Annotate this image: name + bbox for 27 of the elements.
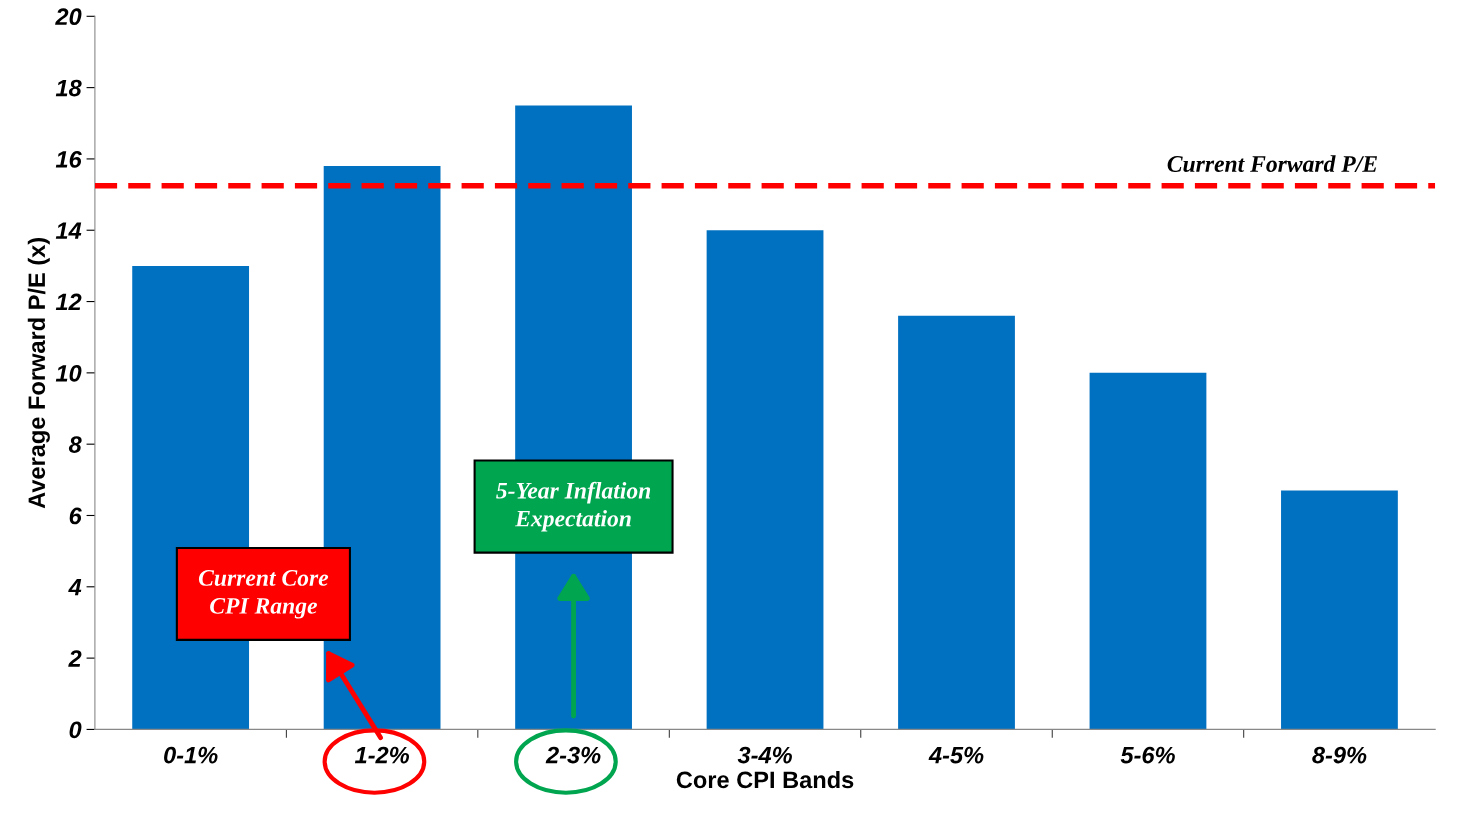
- x-tick-label: 3-4%: [737, 746, 792, 764]
- y-tick-label: 10: [55, 364, 82, 382]
- bar: [1281, 490, 1398, 730]
- x-axis-title: Core CPI Bands: [676, 770, 854, 789]
- y-tick-label: 14: [55, 222, 82, 239]
- x-tick-label: 8-9%: [1312, 746, 1367, 764]
- x-tick-label: 2-3%: [545, 746, 601, 764]
- bar: [898, 315, 1015, 730]
- x-tick-label: 0-1%: [164, 746, 218, 764]
- y-tick-label: 8: [68, 436, 82, 453]
- x-tick-label: 4-5%: [928, 746, 984, 764]
- y-tick-label: 0: [69, 721, 82, 739]
- y-tick-label: 18: [55, 79, 82, 97]
- annotation: 5-Year Inflation Expectation: [496, 481, 651, 532]
- y-axis-title: Average Forward P/E (x): [27, 238, 50, 509]
- y-tick-label: 6: [69, 507, 82, 525]
- y-tick-label: 20: [55, 8, 82, 26]
- y-tick-label: 2: [68, 650, 82, 667]
- bar: [1089, 372, 1207, 730]
- y-tick-label: 4: [68, 579, 82, 596]
- annotation: Current Core CPI Range: [198, 569, 329, 619]
- bar: [706, 230, 824, 730]
- x-tick-label: 1-2%: [354, 746, 410, 764]
- x-tick-label: 5-6%: [1120, 746, 1175, 764]
- y-tick-label: 16: [55, 150, 82, 168]
- y-tick-label: 12: [55, 293, 82, 311]
- ref-line-label: Current Forward P/E: [1167, 155, 1377, 172]
